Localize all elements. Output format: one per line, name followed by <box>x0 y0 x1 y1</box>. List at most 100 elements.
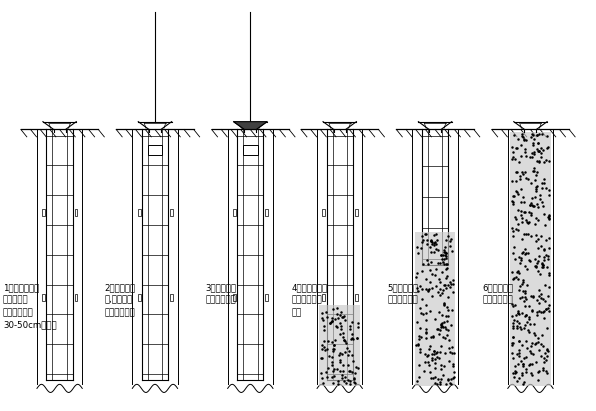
Bar <box>148 145 162 155</box>
Bar <box>233 294 236 301</box>
Point <box>433 354 442 360</box>
Point <box>533 201 542 207</box>
Point <box>446 376 456 383</box>
Point <box>537 260 547 266</box>
Point <box>514 286 524 293</box>
Bar <box>322 294 325 301</box>
Point <box>540 298 550 304</box>
Point <box>517 369 526 376</box>
Point <box>509 275 519 281</box>
Point <box>347 369 357 375</box>
Point <box>526 360 535 367</box>
Point <box>518 194 527 201</box>
Point <box>331 323 340 330</box>
Point <box>421 302 430 308</box>
Point <box>322 314 331 321</box>
Point <box>521 231 530 237</box>
Point <box>417 296 427 302</box>
Point <box>517 294 526 300</box>
Point <box>437 365 446 372</box>
Point <box>531 238 541 245</box>
Point <box>516 172 525 179</box>
Point <box>350 380 360 387</box>
Point <box>338 314 347 320</box>
Point <box>337 372 347 378</box>
Point <box>328 315 337 322</box>
Point <box>422 257 432 263</box>
Point <box>436 324 445 331</box>
Point <box>507 198 517 204</box>
Point <box>337 375 346 381</box>
Point <box>520 169 530 175</box>
Point <box>426 279 435 285</box>
Point <box>426 236 436 243</box>
Point <box>528 142 538 149</box>
Point <box>421 275 430 282</box>
Point <box>544 256 553 262</box>
Point <box>508 325 518 332</box>
Point <box>527 202 537 208</box>
Point <box>544 271 554 278</box>
Point <box>350 379 359 386</box>
Point <box>344 347 354 354</box>
Point <box>536 242 546 249</box>
Point <box>544 245 554 252</box>
Point <box>520 379 529 385</box>
Point <box>538 147 547 153</box>
Point <box>427 355 437 362</box>
Point <box>530 194 540 200</box>
Point <box>527 131 537 137</box>
Point <box>529 167 538 174</box>
Point <box>533 139 543 146</box>
Point <box>343 352 353 358</box>
Point <box>448 344 457 350</box>
Point <box>514 347 524 353</box>
Polygon shape <box>234 122 267 129</box>
Point <box>518 363 527 369</box>
Point <box>424 285 433 292</box>
Point <box>516 295 525 301</box>
Point <box>523 249 533 256</box>
Point <box>330 337 340 344</box>
Point <box>349 374 359 381</box>
Point <box>328 348 337 355</box>
Point <box>351 364 361 370</box>
Bar <box>243 145 257 155</box>
Point <box>529 321 539 328</box>
Point <box>436 376 446 382</box>
Point <box>533 267 542 274</box>
Point <box>519 279 528 285</box>
Point <box>512 169 522 175</box>
Point <box>538 180 547 187</box>
Point <box>431 380 440 386</box>
Point <box>522 369 531 375</box>
Point <box>318 342 327 349</box>
Point <box>436 252 446 259</box>
Point <box>342 345 352 351</box>
Point <box>544 252 553 259</box>
Point <box>446 381 456 388</box>
Point <box>532 231 541 238</box>
Point <box>340 337 349 343</box>
Point <box>442 304 452 311</box>
Point <box>519 231 529 237</box>
Point <box>516 175 525 182</box>
Point <box>527 340 537 346</box>
Point <box>533 308 542 315</box>
Point <box>533 258 542 265</box>
Point <box>508 268 517 275</box>
Point <box>544 235 554 242</box>
Point <box>428 334 437 340</box>
Point <box>534 157 544 164</box>
Point <box>347 336 356 342</box>
Point <box>514 320 524 326</box>
Point <box>424 362 434 369</box>
Point <box>533 377 542 383</box>
Point <box>527 360 536 367</box>
Point <box>322 373 332 380</box>
Point <box>520 293 529 300</box>
Point <box>538 365 547 372</box>
Bar <box>265 294 268 301</box>
Point <box>436 286 445 292</box>
Point <box>529 203 538 209</box>
